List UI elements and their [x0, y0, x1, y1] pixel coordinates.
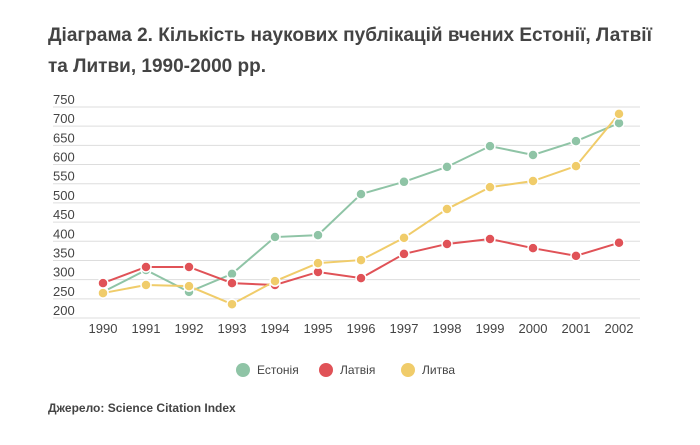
x-tick-label: 1990 — [89, 321, 118, 336]
y-tick-label: 750 — [53, 92, 75, 107]
y-tick-label: 450 — [53, 207, 75, 222]
data-point — [527, 175, 539, 187]
data-point — [226, 298, 238, 310]
x-tick-label: 1993 — [218, 321, 247, 336]
data-point — [355, 254, 367, 266]
x-tick-label: 1997 — [390, 321, 419, 336]
data-point — [312, 257, 324, 269]
data-point — [97, 277, 109, 289]
data-point — [398, 232, 410, 244]
data-point — [183, 261, 195, 273]
data-point — [398, 176, 410, 188]
data-point — [441, 203, 453, 215]
data-point — [140, 279, 152, 291]
data-point — [484, 233, 496, 245]
x-tick-label: 2001 — [562, 321, 591, 336]
x-tick-label: 1998 — [433, 321, 462, 336]
data-point — [527, 149, 539, 161]
legend-label: Естонія — [257, 363, 299, 377]
data-point — [355, 272, 367, 284]
data-point — [355, 188, 367, 200]
data-point — [269, 231, 281, 243]
y-tick-label: 250 — [53, 284, 75, 299]
data-point — [570, 135, 582, 147]
data-point — [269, 275, 281, 287]
data-point — [140, 261, 152, 273]
x-tick-label: 1996 — [347, 321, 376, 336]
data-point — [183, 280, 195, 292]
y-tick-label: 700 — [53, 111, 75, 126]
y-tick-label: 400 — [53, 226, 75, 241]
x-tick-label: 1999 — [476, 321, 505, 336]
x-tick-label: 1992 — [175, 321, 204, 336]
data-point — [484, 140, 496, 152]
legend-label: Литва — [422, 363, 455, 377]
y-tick-label: 650 — [53, 130, 75, 145]
x-tick-label: 1995 — [304, 321, 333, 336]
data-point — [398, 248, 410, 260]
legend-marker — [319, 363, 333, 377]
legend-marker — [236, 363, 250, 377]
data-point — [570, 160, 582, 172]
y-tick-label: 350 — [53, 245, 75, 260]
y-tick-label: 550 — [53, 169, 75, 184]
y-tick-label: 300 — [53, 265, 75, 280]
x-tick-label: 1994 — [261, 321, 290, 336]
data-point — [484, 181, 496, 193]
y-tick-label: 500 — [53, 188, 75, 203]
data-point — [570, 250, 582, 262]
data-point — [97, 287, 109, 299]
chart-title: Діаграма 2. Кількість наукових публікаці… — [48, 25, 652, 77]
y-tick-label: 600 — [53, 150, 75, 165]
x-tick-label: 2002 — [605, 321, 634, 336]
data-point — [441, 238, 453, 250]
legend-marker — [401, 363, 415, 377]
y-tick-label: 200 — [53, 303, 75, 318]
source-note: Джерело: Science Citation Index — [48, 401, 236, 415]
data-point — [441, 161, 453, 173]
legend-label: Латвія — [340, 363, 375, 377]
data-point — [312, 229, 324, 241]
data-point — [613, 237, 625, 249]
data-point — [527, 242, 539, 254]
data-point — [226, 277, 238, 289]
x-tick-label: 1991 — [132, 321, 161, 336]
data-point — [613, 108, 625, 120]
x-tick-label: 2000 — [519, 321, 548, 336]
